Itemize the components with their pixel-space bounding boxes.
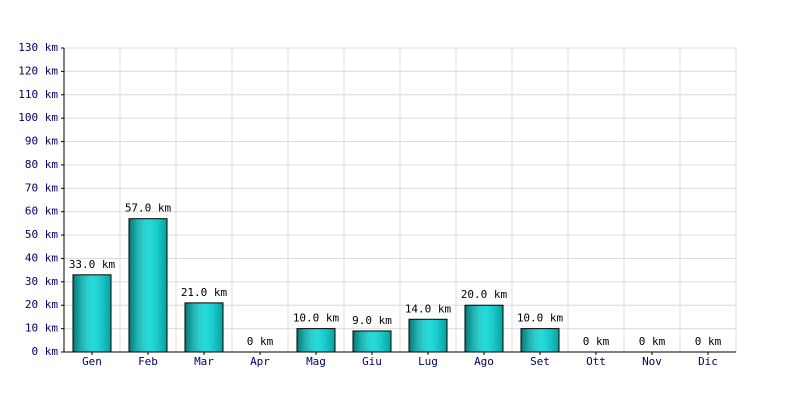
x-tick-label: Ago bbox=[474, 355, 494, 368]
y-tick-label: 0 km bbox=[32, 345, 59, 358]
y-tick-label: 80 km bbox=[25, 158, 58, 171]
x-tick-label: Apr bbox=[250, 355, 270, 368]
value-label: 9.0 km bbox=[352, 314, 392, 327]
x-tick-label: Nov bbox=[642, 355, 662, 368]
value-label: 33.0 km bbox=[69, 258, 116, 271]
value-label: 10.0 km bbox=[517, 312, 564, 325]
value-label: 0 km bbox=[695, 335, 722, 348]
x-tick-label: Dic bbox=[698, 355, 718, 368]
y-tick-label: 20 km bbox=[25, 298, 58, 311]
value-label: 14.0 km bbox=[405, 302, 452, 315]
y-tick-label: 40 km bbox=[25, 251, 58, 264]
y-tick-label: 30 km bbox=[25, 275, 58, 288]
y-tick-label: 120 km bbox=[18, 64, 58, 77]
x-tick-label: Mag bbox=[306, 355, 326, 368]
value-label: 10.0 km bbox=[293, 312, 340, 325]
x-tick-label: Ott bbox=[586, 355, 606, 368]
bar-shade bbox=[408, 318, 448, 353]
bar-shade bbox=[296, 328, 336, 353]
y-tick-label: 50 km bbox=[25, 228, 58, 241]
y-tick-label: 70 km bbox=[25, 181, 58, 194]
y-tick-label: 90 km bbox=[25, 135, 58, 148]
value-label: 0 km bbox=[639, 335, 666, 348]
y-tick-label: 60 km bbox=[25, 205, 58, 218]
value-label: 0 km bbox=[583, 335, 610, 348]
y-tick-label: 130 km bbox=[18, 41, 58, 54]
x-tick-label: Giu bbox=[362, 355, 382, 368]
bar-shade bbox=[72, 274, 112, 353]
x-tick-label: Set bbox=[530, 355, 550, 368]
value-label: 0 km bbox=[247, 335, 274, 348]
bar-shade bbox=[184, 302, 224, 353]
x-tick-label: Gen bbox=[82, 355, 102, 368]
x-tick-label: Feb bbox=[138, 355, 158, 368]
bar-shade bbox=[464, 304, 504, 353]
bar-shade bbox=[352, 330, 392, 353]
value-label: 20.0 km bbox=[461, 288, 508, 301]
bar-shade bbox=[128, 218, 168, 353]
x-tick-label: Mar bbox=[194, 355, 214, 368]
x-tick-label: Lug bbox=[418, 355, 438, 368]
bar-shade bbox=[520, 328, 560, 353]
y-tick-label: 110 km bbox=[18, 88, 58, 101]
value-label: 21.0 km bbox=[181, 286, 228, 299]
value-label: 57.0 km bbox=[125, 202, 172, 215]
y-tick-label: 100 km bbox=[18, 111, 58, 124]
y-tick-label: 10 km bbox=[25, 322, 58, 335]
